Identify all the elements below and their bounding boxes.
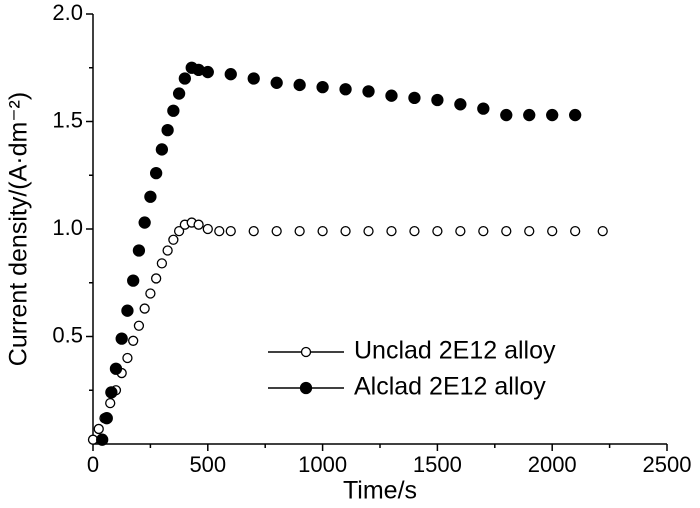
data-point [172,87,186,100]
data-point [409,225,420,237]
data-point [121,304,134,317]
x-tick-label: 1000 [298,452,347,477]
data-point [431,93,444,107]
data-point [386,225,397,237]
legend-marker [300,346,312,358]
data-point [294,225,305,237]
data-point [271,225,282,237]
data-point [214,225,225,237]
data-point [316,80,329,94]
data-point [133,320,145,331]
data-point [96,433,109,446]
data-point [317,225,328,237]
data-point [500,108,513,122]
x-tick-label: 1500 [413,452,462,477]
data-point [144,190,157,203]
data-point [547,225,558,237]
data-point [201,65,214,79]
data-point [570,225,581,237]
data-point [363,225,374,237]
data-point [408,91,421,104]
data-point [597,225,608,237]
data-point [156,258,168,269]
data-point [454,98,467,111]
data-point [523,108,536,122]
data-point [127,274,140,287]
data-point [225,225,236,237]
data-point [477,102,490,115]
data-point [178,72,191,85]
data-point [173,225,185,237]
x-tick-label: 2500 [643,452,692,477]
data-point [168,234,179,245]
data-point [293,78,306,92]
data-point [128,335,139,346]
data-point [105,386,118,399]
data-point [193,219,204,230]
data-point [145,288,156,299]
data-point [478,225,489,237]
data-point [167,104,180,117]
data-point [432,225,443,237]
data-point [115,332,128,345]
y-tick-label: 1.5 [52,107,83,132]
data-point [569,108,582,122]
x-tick-label: 2000 [528,452,577,477]
data-point [247,72,260,85]
data-point [339,83,352,96]
y-tick-label: 0.5 [52,322,83,347]
y-tick-label: 1.0 [52,215,83,240]
data-point [149,166,163,180]
x-tick-label: 500 [189,452,226,477]
legend-label: Alclad 2E12 alloy [354,373,546,401]
x-tick-label: 0 [87,452,99,477]
data-point [122,352,133,364]
data-point [455,225,466,237]
data-point [100,412,113,425]
data-point [270,76,283,89]
data-point [132,244,146,257]
data-point [546,108,559,122]
data-point [501,225,512,237]
data-point [202,223,213,235]
data-point [385,89,398,102]
legend-marker [299,381,313,395]
data-point [93,423,104,435]
data-point [139,303,150,314]
data-point [248,225,259,237]
data-point [109,362,123,375]
data-point [138,216,151,229]
x-axis-label: Time/s [343,477,417,505]
data-point [524,225,535,237]
data-point [162,245,173,256]
data-point [161,123,174,137]
legend-label: Unclad 2E12 alloy [354,337,556,365]
data-point [362,85,375,98]
data-point [150,273,162,284]
data-point [224,68,237,81]
y-tick-label: 2.0 [52,0,83,25]
data-point [105,397,116,409]
y-axis-label: Current density/(A·dm⁻²) [5,92,33,366]
data-point [340,225,351,237]
data-point [155,143,169,156]
